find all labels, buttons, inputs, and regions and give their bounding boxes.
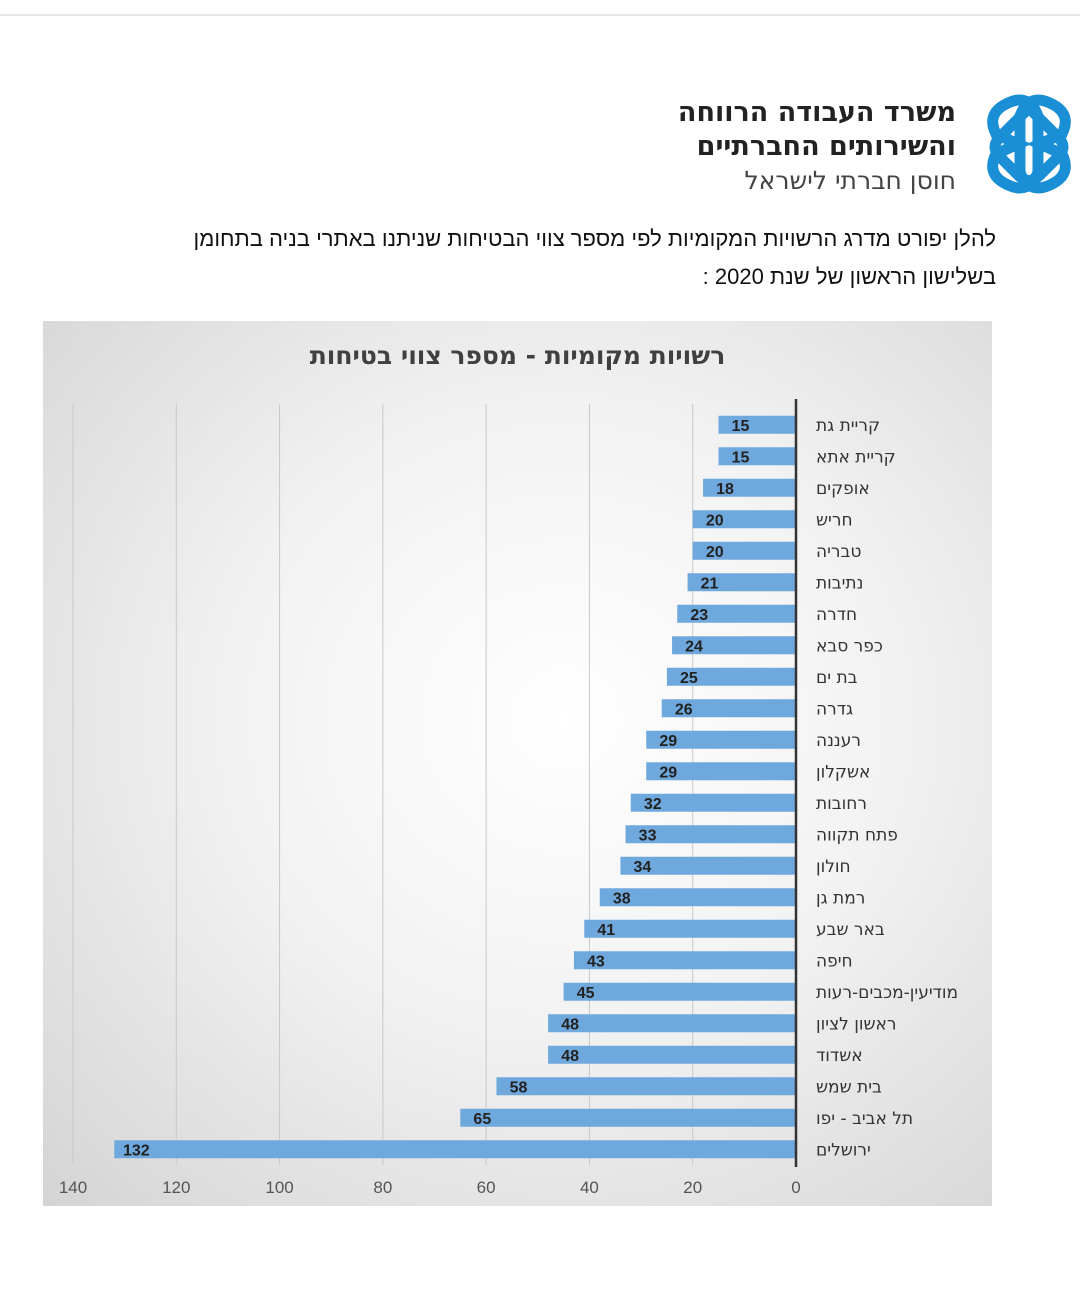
category-label: כפר סבא [816,636,883,656]
bar [584,919,796,938]
data-label: 65 [473,1111,491,1128]
bar [692,510,796,529]
bar [718,415,796,434]
x-tick-label: 20 [683,1178,702,1197]
category-label: טבריה [816,542,861,562]
x-tick-label: 80 [373,1178,392,1197]
org-line-2: והשירותים החברתיים [696,131,956,162]
intro-line-2: בשלישון הראשון של שנת 2020 : [702,264,996,289]
bar [677,604,796,623]
bar [548,1014,796,1033]
category-label: נתיבות [816,573,863,593]
bar [666,667,796,686]
data-label: 34 [634,859,652,876]
category-label: מודיעין-מכבים-רעות [816,983,958,1003]
data-label: 33 [639,827,657,844]
data-label: 18 [716,481,734,498]
bar [573,951,796,970]
bar [620,856,796,875]
category-label: אשקלון [816,762,870,782]
bar [496,1077,796,1096]
org-line-3: חוסן חברתי לישראל [744,166,956,195]
bar [460,1108,796,1127]
x-tick-label: 60 [477,1178,496,1197]
x-tick-label: 0 [791,1178,800,1197]
category-label: ירושלים [816,1140,871,1160]
category-label: חולון [816,857,851,877]
data-label: 41 [597,922,615,939]
category-label: ראשון לציון [816,1014,896,1034]
data-label: 24 [685,638,703,655]
bar [687,573,796,592]
bar [563,982,796,1001]
data-label: 25 [680,670,698,687]
category-label: חיפה [816,951,853,971]
category-label: רמת גן [816,888,865,908]
bar [646,762,796,781]
bar [114,1140,797,1159]
ministry-name: משרד העבודה הרווחה והשירותים החברתיים חו… [678,96,956,198]
bar [661,699,796,718]
category-label: אופקים [816,479,870,499]
bar [672,636,796,655]
data-label: 29 [659,764,677,781]
data-label: 20 [706,512,724,529]
category-label: חריש [816,510,853,530]
bar [630,793,796,812]
data-label: 43 [587,953,605,970]
top-divider [0,14,1080,16]
x-tick-label: 120 [162,1178,190,1197]
bar [718,447,796,466]
data-label: 48 [561,1016,579,1033]
category-label: גדרה [816,699,853,719]
data-label: 15 [732,449,750,466]
category-label: חדרה [816,605,857,625]
category-label: בית שמש [816,1077,882,1097]
intro-text: להלן יפורט מדרג הרשויות המקומיות לפי מספ… [76,220,996,296]
category-label: בת ים [816,668,858,688]
data-label: 26 [675,701,693,718]
data-label: 45 [577,985,595,1002]
bar [646,730,796,749]
bar [692,541,796,560]
data-label: 58 [510,1079,528,1096]
data-label: 32 [644,796,662,813]
data-label: 20 [706,544,724,561]
data-label: 132 [123,1142,150,1159]
category-label: קריית גת [816,416,880,436]
bar [703,478,796,497]
category-label: אשדוד [816,1046,863,1066]
bar [599,888,796,907]
data-label: 38 [613,890,631,907]
ministry-logo-icon [987,94,1071,194]
intro-line-1: להלן יפורט מדרג הרשויות המקומיות לפי מספ… [193,226,996,251]
category-label: תל אביב - יפו [816,1109,913,1129]
category-label: רעננה [816,731,861,751]
bar [548,1045,796,1064]
data-label: 21 [701,575,719,592]
data-label: 23 [690,607,708,624]
x-tick-label: 140 [59,1178,87,1197]
category-label: באר שבע [816,920,885,940]
data-label: 29 [659,733,677,750]
data-label: 15 [732,418,750,435]
x-tick-label: 40 [580,1178,599,1197]
chart-area: רשויות מקומיות - מספר צווי בטיחות 0 20 40 6… [43,321,992,1206]
category-label: קריית אתא [816,447,896,467]
bar-chart: 0 20 40 60 80 100 120 140 15 קריית גת 15 קריית אתא 1… [59,399,958,1197]
chart-title: רשויות מקומיות - מספר צווי בטיחות [309,341,726,370]
data-label: 48 [561,1048,579,1065]
category-label: רחובות [816,794,867,814]
category-label: פתח תקווה [816,825,898,845]
x-tick-label: 100 [265,1178,293,1197]
org-line-1: משרד העבודה הרווחה [677,97,956,128]
bar [625,825,796,844]
